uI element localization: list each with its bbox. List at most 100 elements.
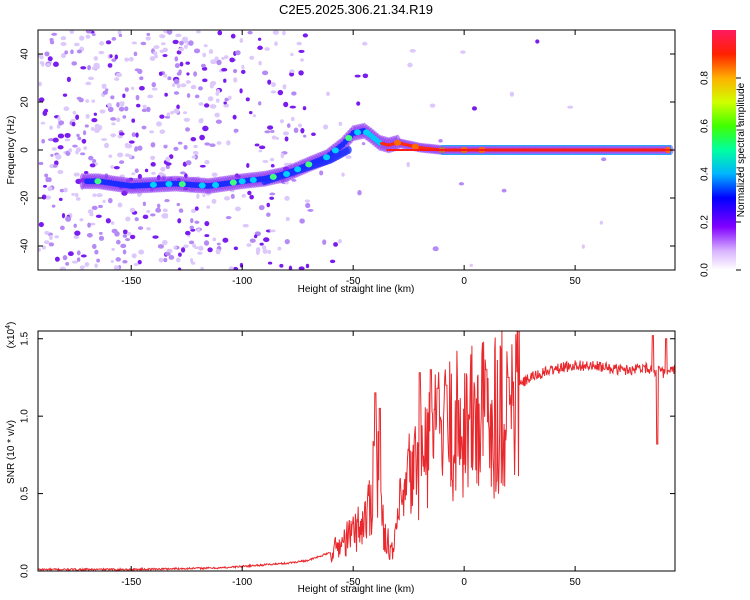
- noise-speckle: [118, 160, 125, 164]
- noise-speckle: [223, 55, 229, 60]
- svg-text:(x104): (x104): [5, 322, 17, 349]
- noise-speckle: [44, 51, 50, 57]
- noise-speckle: [173, 146, 179, 151]
- noise-speckle: [173, 108, 180, 114]
- noise-speckle: [107, 106, 114, 113]
- noise-speckle: [56, 124, 61, 129]
- ridge-blob: [269, 173, 277, 180]
- noise-speckle: [271, 82, 276, 88]
- noise-speckle: [59, 188, 65, 193]
- noise-speckle: [96, 193, 103, 198]
- noise-speckle: [194, 154, 198, 160]
- ridge-blob: [345, 135, 353, 141]
- noise-speckle: [159, 129, 166, 134]
- noise-speckle: [72, 144, 78, 148]
- ridge-blob: [283, 171, 291, 177]
- noise-speckle: [235, 50, 241, 56]
- noise-speckle: [119, 101, 125, 105]
- noise-speckle: [163, 257, 168, 263]
- noise-speckle: [66, 76, 71, 83]
- noise-speckle: [131, 132, 136, 138]
- noise-speckle: [194, 206, 199, 211]
- noise-speckle: [114, 77, 120, 81]
- noise-speckle: [174, 63, 180, 69]
- noise-speckle: [407, 62, 413, 68]
- noise-speckle: [155, 207, 162, 213]
- noise-speckle: [64, 50, 68, 55]
- noise-speckle: [190, 84, 197, 90]
- noise-speckle: [259, 242, 264, 246]
- noise-speckle: [82, 130, 87, 136]
- noise-speckle: [191, 261, 196, 265]
- noise-speckle: [246, 163, 250, 169]
- noise-speckle: [284, 195, 290, 201]
- noise-speckle: [39, 61, 45, 65]
- noise-speckle: [57, 145, 64, 150]
- spectrogram-ytick-label: 20: [20, 96, 31, 108]
- noise-speckle: [43, 184, 47, 188]
- noise-speckle: [271, 135, 277, 140]
- noise-speckle: [141, 108, 147, 113]
- noise-speckle: [202, 52, 207, 58]
- noise-speckle: [139, 86, 145, 91]
- noise-speckle: [75, 114, 80, 120]
- noise-speckle: [164, 252, 171, 256]
- ridge-blob: [394, 139, 402, 146]
- noise-speckle: [150, 213, 156, 217]
- noise-speckle: [103, 142, 110, 149]
- noise-speckle: [65, 261, 70, 266]
- noise-speckle: [89, 222, 96, 226]
- noise-speckle: [469, 263, 474, 268]
- noise-speckle: [40, 121, 46, 125]
- noise-speckle: [105, 218, 111, 224]
- noise-speckle: [64, 132, 71, 138]
- noise-speckle: [277, 89, 284, 96]
- noise-speckle: [286, 123, 291, 129]
- noise-speckle: [52, 137, 59, 143]
- noise-speckle: [110, 165, 114, 169]
- noise-speckle: [177, 218, 182, 224]
- noise-speckle: [151, 87, 158, 91]
- noise-speckle: [305, 263, 310, 269]
- noise-speckle: [204, 234, 210, 237]
- noise-speckle: [229, 57, 235, 63]
- noise-speckle: [275, 136, 280, 140]
- noise-speckle: [214, 56, 219, 61]
- noise-speckle: [38, 222, 44, 228]
- noise-speckle: [215, 248, 221, 255]
- noise-speckle: [258, 37, 262, 41]
- noise-speckle: [304, 199, 311, 203]
- noise-speckle: [85, 34, 91, 39]
- noise-speckle: [204, 159, 210, 165]
- noise-speckle: [162, 208, 168, 213]
- noise-speckle: [284, 238, 290, 245]
- noise-speckle: [196, 193, 200, 199]
- noise-speckle: [144, 168, 149, 173]
- figure-title: C2E5.2025.306.21.34.R19: [279, 2, 433, 17]
- noise-speckle: [581, 244, 585, 249]
- noise-speckle: [208, 49, 214, 54]
- noise-speckle: [87, 64, 92, 71]
- noise-speckle: [438, 139, 443, 143]
- noise-speckle: [74, 230, 81, 236]
- noise-speckle: [535, 39, 540, 44]
- noise-speckle: [302, 33, 309, 38]
- snr-ytick-label: 1.0: [20, 409, 31, 423]
- noise-speckle: [64, 138, 70, 142]
- noise-speckle: [146, 106, 151, 113]
- noise-speckle: [601, 157, 607, 162]
- noise-speckle: [215, 98, 220, 103]
- noise-speckle: [110, 133, 117, 137]
- noise-speckle: [91, 118, 98, 123]
- noise-speckle: [131, 172, 136, 176]
- ridge-blob: [149, 181, 157, 188]
- noise-speckle: [158, 257, 164, 263]
- spectrogram-xtick-label: -150: [121, 276, 141, 287]
- noise-speckle: [267, 249, 272, 255]
- noise-speckle: [156, 121, 162, 127]
- noise-speckle: [176, 257, 181, 263]
- spectrogram-ytick-label: -20: [20, 190, 31, 205]
- noise-speckle: [76, 133, 80, 138]
- colorbar-tick-label: 0.0: [700, 263, 711, 277]
- noise-speckle: [201, 63, 206, 68]
